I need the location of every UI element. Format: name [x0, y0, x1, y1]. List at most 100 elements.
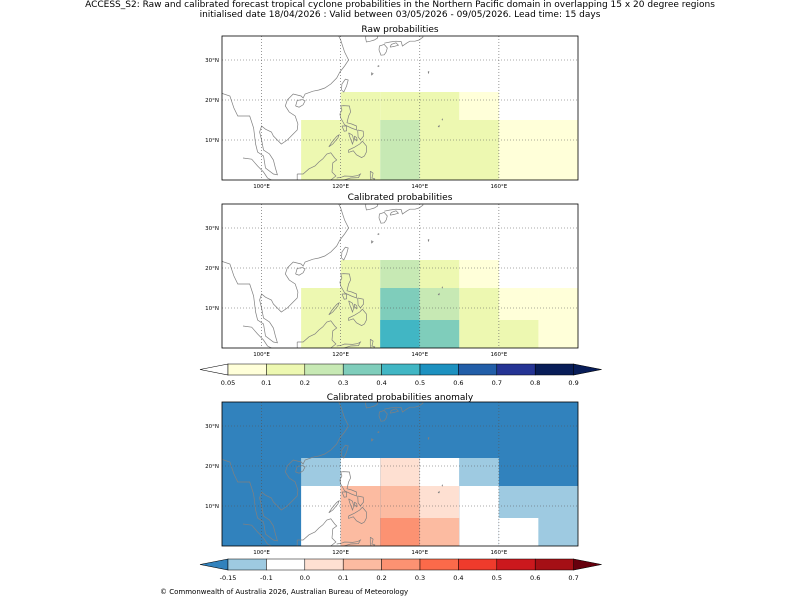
- colorbar-segment: [458, 363, 498, 376]
- colorbar-segment: [381, 558, 421, 571]
- colorbar-tick-label: -0.15: [220, 574, 237, 582]
- colorbar-over-arrow: [573, 558, 602, 571]
- colorbar-tick-label: 0.0: [300, 574, 310, 582]
- figure-title: ACCESS_S2: Raw and calibrated forecast t…: [85, 0, 715, 10]
- lon-tick-label: 140°E: [411, 184, 428, 190]
- colorbar-tick-label: 0.4: [376, 379, 386, 387]
- probability-cell: [380, 260, 420, 288]
- colorbar-tick-label: 0.9: [568, 379, 578, 387]
- lon-tick-label: 160°E: [491, 184, 508, 190]
- lat-tick-label: 30°N: [205, 226, 219, 232]
- probability-cell: [380, 486, 420, 518]
- probability-cell: [419, 458, 460, 486]
- lon-tick-label: 160°E: [491, 352, 508, 358]
- probability-cell: [459, 288, 499, 348]
- panel-calibrated-map: 100°E 120°E 140°E 160°E 30°N 20°N 10°N: [205, 203, 579, 358]
- lat-tick-label: 20°N: [205, 98, 219, 104]
- probability-cell: [538, 288, 578, 348]
- lon-tick-label: 120°E: [332, 352, 349, 358]
- coastline: [222, 402, 444, 546]
- lon-tick-label: 120°E: [332, 550, 349, 556]
- probability-cell: [459, 458, 499, 486]
- lat-tick-label: 10°N: [205, 138, 219, 144]
- probability-cell: [380, 120, 420, 180]
- lon-tick-label: 100°E: [253, 352, 270, 358]
- anomaly-colorbar: -0.15 -0.1 0.0 0.1 0.2 0.3 0.4 0.5 0.6 0.7: [199, 558, 602, 582]
- colorbar-tick-label: -0.1: [260, 574, 273, 582]
- colorbar-segment: [496, 363, 536, 376]
- lon-tick-label: 140°E: [411, 550, 428, 556]
- colorbar-tick-label: 0.7: [568, 574, 578, 582]
- colorbar-segment: [266, 363, 306, 376]
- probability-cell: [301, 458, 341, 486]
- map-frame: [221, 203, 579, 349]
- colorbar-segment: [342, 558, 382, 571]
- probability-cell: [498, 120, 578, 180]
- colorbar-tick-label: 0.6: [453, 379, 463, 387]
- colorbar-under-arrow: [199, 558, 229, 571]
- probability-cell: [498, 320, 539, 348]
- colorbar-segment: [227, 363, 267, 376]
- lon-tick-label: 120°E: [332, 184, 349, 190]
- lon-tick-label: 140°E: [411, 352, 428, 358]
- coastline: [222, 36, 444, 180]
- probability-cell: [459, 260, 499, 288]
- colorbar-tick-label: 0.2: [376, 574, 386, 582]
- colorbar-segment: [304, 558, 344, 571]
- probability-cell: [380, 518, 420, 546]
- graticule: [222, 204, 578, 348]
- colorbar-segment: [419, 558, 459, 571]
- probability-cell: [419, 518, 460, 546]
- colorbar-over-arrow: [573, 363, 602, 376]
- lat-tick-label: 10°N: [205, 306, 219, 312]
- probability-cell: [380, 320, 420, 348]
- colorbar-segment: [534, 363, 574, 376]
- lat-tick-label: 10°N: [205, 504, 219, 510]
- colorbar-tick-label: 0.05: [221, 379, 235, 387]
- lon-tick-label: 100°E: [253, 550, 270, 556]
- colorbar-segment: [381, 363, 421, 376]
- probability-cell: [538, 518, 578, 546]
- panel-anomaly-title: Calibrated probabilities anomaly: [327, 393, 474, 403]
- probability-cell: [301, 120, 341, 180]
- colorbar-segment: [458, 558, 498, 571]
- colorbar-tick-label: 0.3: [415, 574, 425, 582]
- probability-cell: [340, 120, 381, 180]
- colorbar-segment: [266, 558, 306, 571]
- colorbar-tick-label: 0.8: [530, 379, 540, 387]
- coastline: [222, 204, 444, 348]
- colorbar-tick-label: 0.2: [300, 379, 310, 387]
- probability-colorbar: 0.05 0.1 0.2 0.3 0.4 0.5 0.6 0.7 0.8 0.9: [199, 363, 602, 387]
- lat-tick-label: 30°N: [205, 58, 219, 64]
- graticule: [222, 36, 578, 180]
- colorbar-tick-label: 0.7: [492, 379, 502, 387]
- colorbar-tick-label: 0.6: [530, 574, 540, 582]
- probability-cell: [340, 288, 381, 348]
- lat-tick-label: 30°N: [205, 424, 219, 430]
- colorbar-tick-label: 0.4: [453, 574, 463, 582]
- probability-cell: [459, 92, 499, 120]
- probability-cell: [419, 486, 460, 518]
- colorbar-tick-label: 0.3: [338, 379, 348, 387]
- probability-cell: [419, 120, 499, 180]
- lat-tick-label: 20°N: [205, 266, 219, 272]
- probability-cell: [419, 260, 460, 288]
- map-frame: [221, 401, 579, 547]
- colorbar-segment: [419, 363, 459, 376]
- probability-cell: [419, 288, 460, 320]
- figure-subtitle: initialised date 18/04/2026 : Valid betw…: [199, 10, 601, 20]
- probability-cell: [340, 486, 381, 546]
- lat-tick-label: 20°N: [205, 464, 219, 470]
- graticule: [222, 402, 578, 546]
- panel-raw-title: Raw probabilities: [361, 25, 439, 35]
- probability-cell: [419, 320, 460, 348]
- panel-anomaly-map: 100°E 120°E 140°E 160°E 30°N 20°N 10°N: [205, 401, 579, 556]
- lon-tick-label: 100°E: [253, 184, 270, 190]
- colorbar-tick-label: 0.1: [338, 574, 348, 582]
- panel-raw-map: 100°E 120°E 140°E 160°E 30°N 20°N 10°N: [205, 35, 579, 190]
- colorbar-segment: [534, 558, 574, 571]
- probability-cell: [498, 518, 539, 546]
- copyright-footer: © Commonwealth of Australia 2026, Austra…: [160, 588, 409, 596]
- colorbar-segment: [496, 558, 536, 571]
